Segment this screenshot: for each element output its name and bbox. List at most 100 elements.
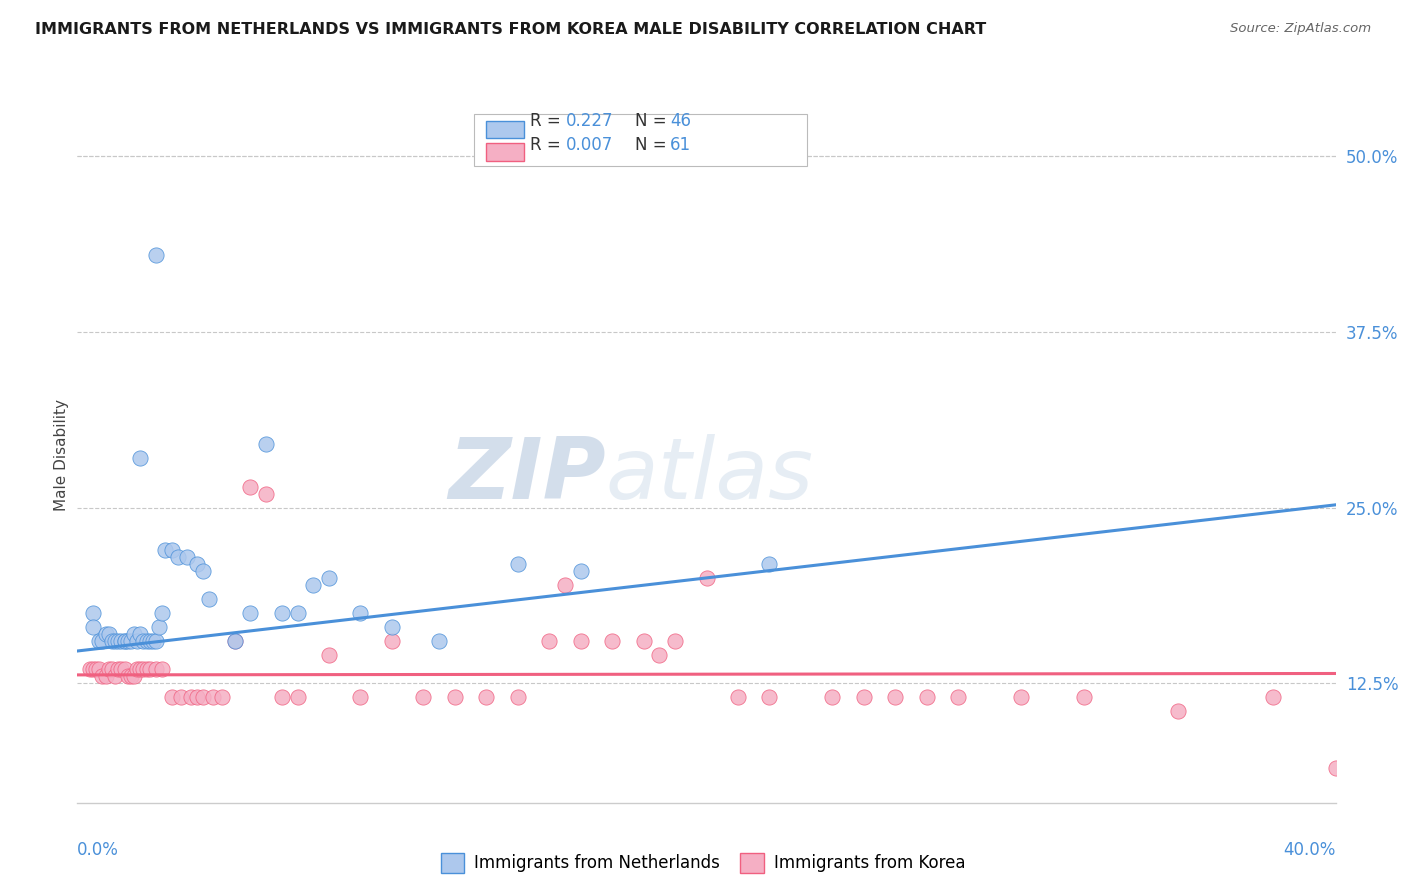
Point <box>1261 690 1284 705</box>
Point <box>110 634 132 648</box>
Point <box>82 662 104 676</box>
Point <box>224 634 246 648</box>
Point <box>91 634 114 648</box>
Point <box>94 627 117 641</box>
Point <box>170 690 193 705</box>
Point <box>444 690 467 705</box>
Point <box>91 669 114 683</box>
Point <box>254 486 277 500</box>
Point <box>506 557 529 571</box>
Point <box>569 634 592 648</box>
Point <box>97 662 120 676</box>
FancyBboxPatch shape <box>486 121 524 138</box>
Point <box>89 634 111 648</box>
Point <box>167 549 190 564</box>
Point <box>318 648 340 663</box>
Point <box>569 564 592 578</box>
Point <box>114 634 136 648</box>
Point <box>254 437 277 451</box>
Point <box>186 557 208 571</box>
Point <box>381 620 404 634</box>
Point <box>127 662 149 676</box>
Point <box>915 690 938 705</box>
Point <box>186 690 208 705</box>
Point <box>145 247 167 261</box>
Point <box>1324 761 1347 775</box>
Point <box>117 669 139 683</box>
Text: 0.0%: 0.0% <box>77 841 120 859</box>
Point <box>104 634 127 648</box>
Point <box>84 662 107 676</box>
Text: 40.0%: 40.0% <box>1284 841 1336 859</box>
Text: 0.007: 0.007 <box>565 136 613 153</box>
Point <box>349 606 371 620</box>
Point <box>696 571 718 585</box>
Point <box>138 634 160 648</box>
Point <box>270 690 292 705</box>
Point <box>150 662 173 676</box>
Point <box>148 620 170 634</box>
Point <box>160 690 183 705</box>
Point <box>948 690 970 705</box>
Point <box>129 662 152 676</box>
Point <box>318 571 340 585</box>
Point <box>129 451 152 466</box>
Point <box>1010 690 1032 705</box>
Point <box>129 627 152 641</box>
Text: 61: 61 <box>671 136 692 153</box>
Point <box>239 606 262 620</box>
Point <box>633 634 655 648</box>
Y-axis label: Male Disability: Male Disability <box>53 399 69 511</box>
Point <box>664 634 686 648</box>
Point <box>191 564 215 578</box>
Point <box>270 606 292 620</box>
Point <box>160 542 183 557</box>
Text: 0.227: 0.227 <box>565 112 613 130</box>
Point <box>198 592 221 607</box>
Point <box>600 634 623 648</box>
Point <box>1167 705 1189 719</box>
Point <box>82 606 104 620</box>
Point <box>101 662 124 676</box>
Legend: Immigrants from Netherlands, Immigrants from Korea: Immigrants from Netherlands, Immigrants … <box>434 847 972 880</box>
Point <box>381 634 404 648</box>
Point <box>287 690 309 705</box>
Point <box>120 634 142 648</box>
Text: 46: 46 <box>671 112 690 130</box>
Text: IMMIGRANTS FROM NETHERLANDS VS IMMIGRANTS FROM KOREA MALE DISABILITY CORRELATION: IMMIGRANTS FROM NETHERLANDS VS IMMIGRANT… <box>35 22 987 37</box>
Point <box>506 690 529 705</box>
Point <box>120 669 142 683</box>
Point <box>211 690 233 705</box>
Point <box>176 549 198 564</box>
Point <box>135 634 157 648</box>
Point <box>145 662 167 676</box>
Point <box>224 634 246 648</box>
Text: R =  0.007   N = 61: R = 0.007 N = 61 <box>530 145 693 163</box>
Point <box>104 669 127 683</box>
Point <box>142 634 165 648</box>
Point <box>117 634 139 648</box>
Point <box>302 578 325 592</box>
Point <box>101 634 124 648</box>
Point <box>145 634 167 648</box>
Point <box>538 634 561 648</box>
Point <box>79 662 101 676</box>
Text: R =: R = <box>530 136 567 153</box>
Point <box>727 690 749 705</box>
Point <box>180 690 202 705</box>
Point <box>122 669 145 683</box>
Point <box>239 479 262 493</box>
Point <box>114 634 136 648</box>
Point <box>201 690 224 705</box>
Point <box>122 627 145 641</box>
Point <box>107 634 129 648</box>
Point <box>150 606 173 620</box>
Point <box>758 557 780 571</box>
Point <box>97 627 120 641</box>
Text: R =  0.227   N = 46: R = 0.227 N = 46 <box>530 124 693 143</box>
Point <box>821 690 844 705</box>
Point <box>135 662 157 676</box>
Point <box>648 648 671 663</box>
Point <box>349 690 371 705</box>
Point <box>82 620 104 634</box>
